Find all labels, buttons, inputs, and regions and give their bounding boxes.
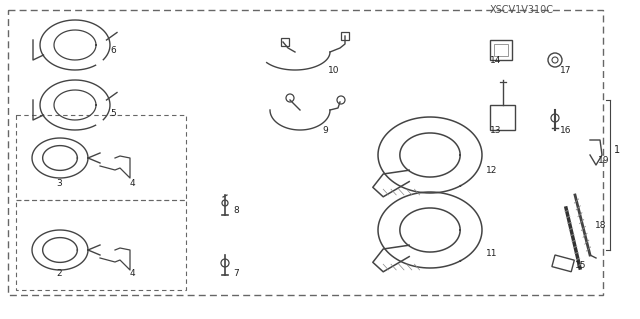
Bar <box>16 115 186 200</box>
Text: 17: 17 <box>560 66 572 75</box>
Text: 6: 6 <box>110 46 116 55</box>
Text: 4: 4 <box>130 269 136 278</box>
Text: 3: 3 <box>56 179 61 188</box>
Text: 15: 15 <box>575 261 586 270</box>
Text: 11: 11 <box>486 249 497 258</box>
Text: 4: 4 <box>130 179 136 188</box>
Text: 19: 19 <box>598 156 609 165</box>
Text: 7: 7 <box>233 269 239 278</box>
Text: 13: 13 <box>490 126 502 135</box>
Bar <box>341 32 349 40</box>
Bar <box>281 38 289 46</box>
Text: 12: 12 <box>486 166 497 175</box>
Text: 1: 1 <box>614 145 620 155</box>
Text: 16: 16 <box>560 126 572 135</box>
Text: 14: 14 <box>490 56 501 65</box>
Bar <box>490 105 515 130</box>
Text: 2: 2 <box>56 269 61 278</box>
Text: 8: 8 <box>233 206 239 215</box>
Bar <box>494 44 508 56</box>
Text: XSCV1V310C: XSCV1V310C <box>490 5 554 15</box>
Text: 18: 18 <box>595 221 607 230</box>
Text: 9: 9 <box>322 126 328 135</box>
Text: 10: 10 <box>328 66 339 75</box>
Bar <box>552 255 574 272</box>
Bar <box>490 40 512 60</box>
Bar <box>8 10 603 295</box>
Bar <box>16 200 186 290</box>
Text: 5: 5 <box>110 109 116 118</box>
